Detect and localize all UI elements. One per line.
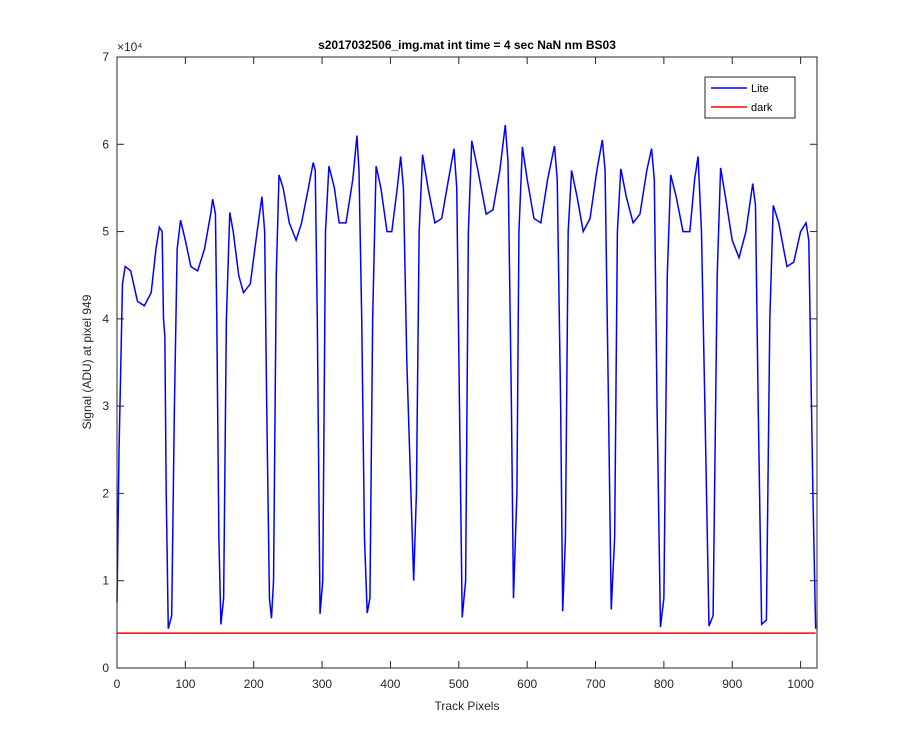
y-multiplier: ×10⁴: [117, 40, 143, 54]
x-tick-label: 300: [312, 677, 332, 691]
y-tick-label: 0: [102, 661, 109, 675]
x-tick-label: 700: [586, 677, 606, 691]
axes-box: [116, 56, 818, 669]
y-tick-label: 2: [102, 486, 109, 500]
y-tick-label: 7: [102, 50, 109, 64]
y-axis-label: Signal (ADU) at pixel 949: [80, 294, 94, 429]
x-tick-label: 500: [449, 677, 469, 691]
x-tick-label: 800: [654, 677, 674, 691]
x-tick-label: 0: [114, 677, 121, 691]
series-line: [116, 124, 817, 629]
x-tick-label: 200: [244, 677, 264, 691]
x-tick-label: 1000: [787, 677, 814, 691]
y-tick-label: 1: [102, 574, 109, 588]
y-tick-label: 3: [102, 399, 109, 413]
x-tick-label: 600: [517, 677, 537, 691]
chart-title: s2017032506_img.mat int time = 4 sec NaN…: [318, 38, 616, 52]
x-tick-label: 900: [722, 677, 742, 691]
y-tick-label: 4: [102, 312, 109, 326]
legend-label: Lite: [751, 83, 769, 95]
y-tick-label: 5: [102, 225, 109, 239]
x-axis-label: Track Pixels: [435, 699, 500, 713]
x-tick-label: 400: [380, 677, 400, 691]
legend-box: [704, 76, 796, 119]
legend-label: dark: [751, 102, 773, 114]
y-tick-label: 6: [102, 137, 109, 151]
x-tick-label: 100: [175, 677, 195, 691]
